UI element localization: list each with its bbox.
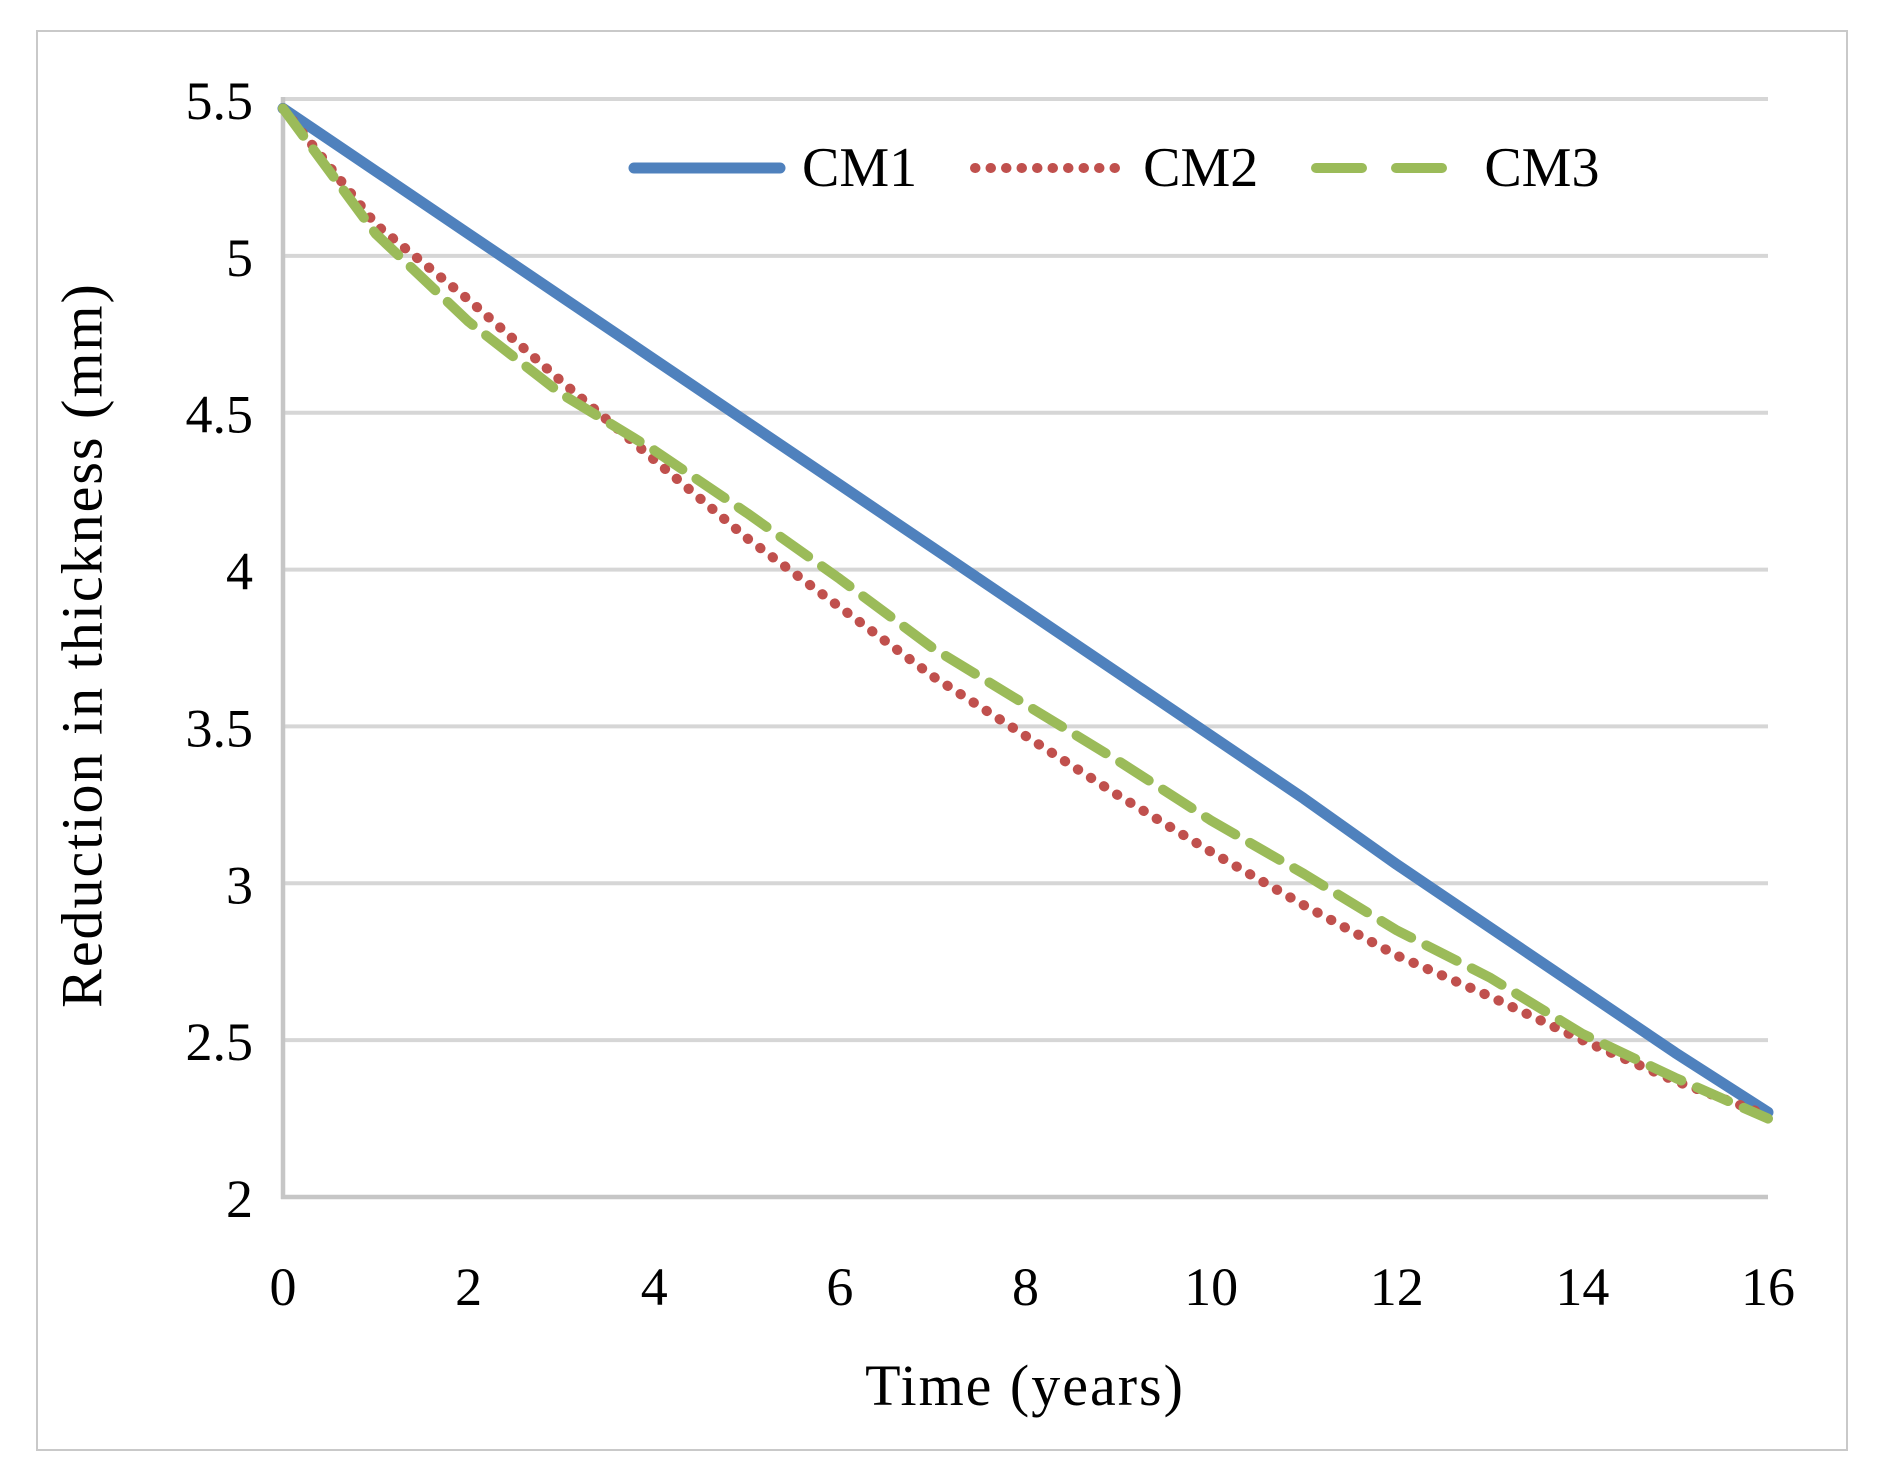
x-tick-label: 12 bbox=[1370, 1257, 1424, 1317]
y-tick-label: 2.5 bbox=[186, 1012, 254, 1072]
x-tick-label: 14 bbox=[1555, 1257, 1609, 1317]
y-tick-label: 3.5 bbox=[186, 698, 254, 758]
x-tick-label: 0 bbox=[270, 1257, 297, 1317]
x-tick-label: 4 bbox=[641, 1257, 668, 1317]
legend: CM1 CM2 CM3 bbox=[628, 140, 1599, 196]
legend-label-cm3: CM3 bbox=[1484, 137, 1600, 199]
series-line-cm2 bbox=[278, 103, 1773, 1121]
x-tick-label: 6 bbox=[826, 1257, 853, 1317]
y-tick-label: 5.5 bbox=[186, 71, 254, 131]
legend-label-cm1: CM1 bbox=[802, 137, 918, 199]
legend-item-cm1: CM1 bbox=[628, 140, 917, 196]
legend-label-cm2: CM2 bbox=[1143, 137, 1259, 199]
y-tick-label: 2 bbox=[226, 1169, 253, 1229]
x-axis-title: Time (years) bbox=[865, 1353, 1185, 1418]
cm3-dashed-line-swatch bbox=[1311, 163, 1468, 173]
x-tick-label: 16 bbox=[1741, 1257, 1795, 1317]
series-line-cm3 bbox=[278, 103, 1773, 1124]
y-tick-label: 4.5 bbox=[186, 385, 254, 445]
x-tick-label: 8 bbox=[1012, 1257, 1039, 1317]
x-tick-label: 10 bbox=[1184, 1257, 1238, 1317]
y-tick-label: 3 bbox=[226, 855, 253, 915]
legend-item-cm2: CM2 bbox=[969, 140, 1258, 196]
y-tick-label: 5 bbox=[226, 228, 253, 288]
y-axis-title: Reduction in thickness (mm) bbox=[49, 282, 115, 1008]
cm2-dotted-line-swatch bbox=[970, 163, 1127, 173]
y-tick-label: 4 bbox=[226, 542, 253, 602]
legend-item-cm3: CM3 bbox=[1310, 140, 1599, 196]
series-line-cm1 bbox=[277, 102, 1774, 1118]
x-tick-label: 2 bbox=[455, 1257, 482, 1317]
cm1-solid-line-swatch bbox=[628, 162, 786, 174]
